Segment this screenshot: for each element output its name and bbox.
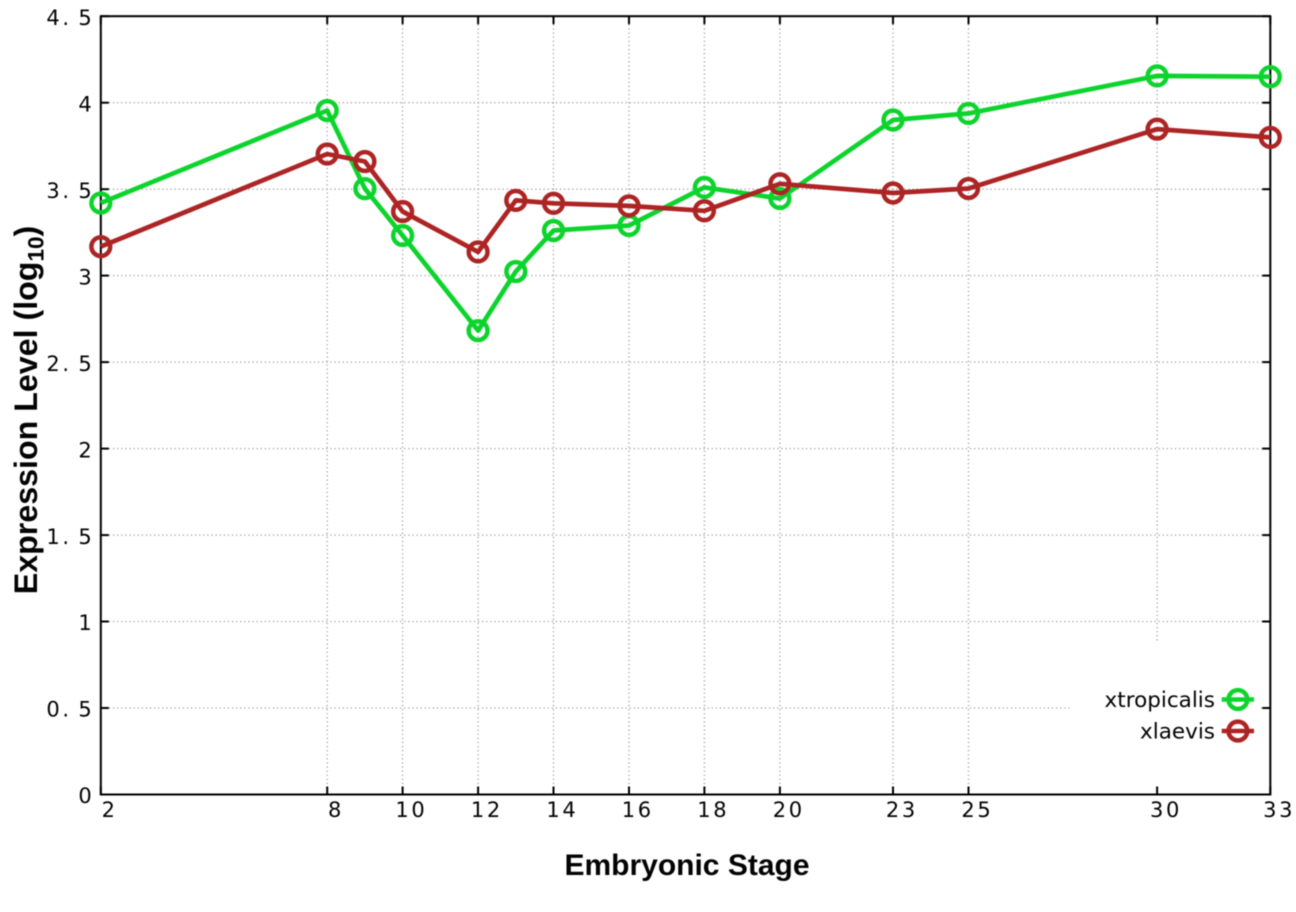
svg-text:4.5: 4.5 [46,6,91,30]
svg-text:1: 1 [78,611,91,635]
svg-text:3.5: 3.5 [46,179,91,203]
svg-text:Embryonic Stage: Embryonic Stage [564,849,809,882]
svg-text:2.5: 2.5 [46,352,91,376]
svg-text:2: 2 [102,798,115,822]
svg-text:4: 4 [78,92,91,116]
svg-text:0.5: 0.5 [46,698,91,722]
svg-text:xtropicalis: xtropicalis [1105,688,1215,713]
svg-text:Expression Level (log10): Expression Level (log10) [8,226,49,594]
svg-text:0: 0 [78,784,91,808]
svg-text:3: 3 [78,265,91,289]
svg-text:1.5: 1.5 [46,525,91,549]
svg-text:2: 2 [78,438,91,462]
svg-text:xlaevis: xlaevis [1140,720,1215,745]
svg-text:8: 8 [328,798,341,822]
